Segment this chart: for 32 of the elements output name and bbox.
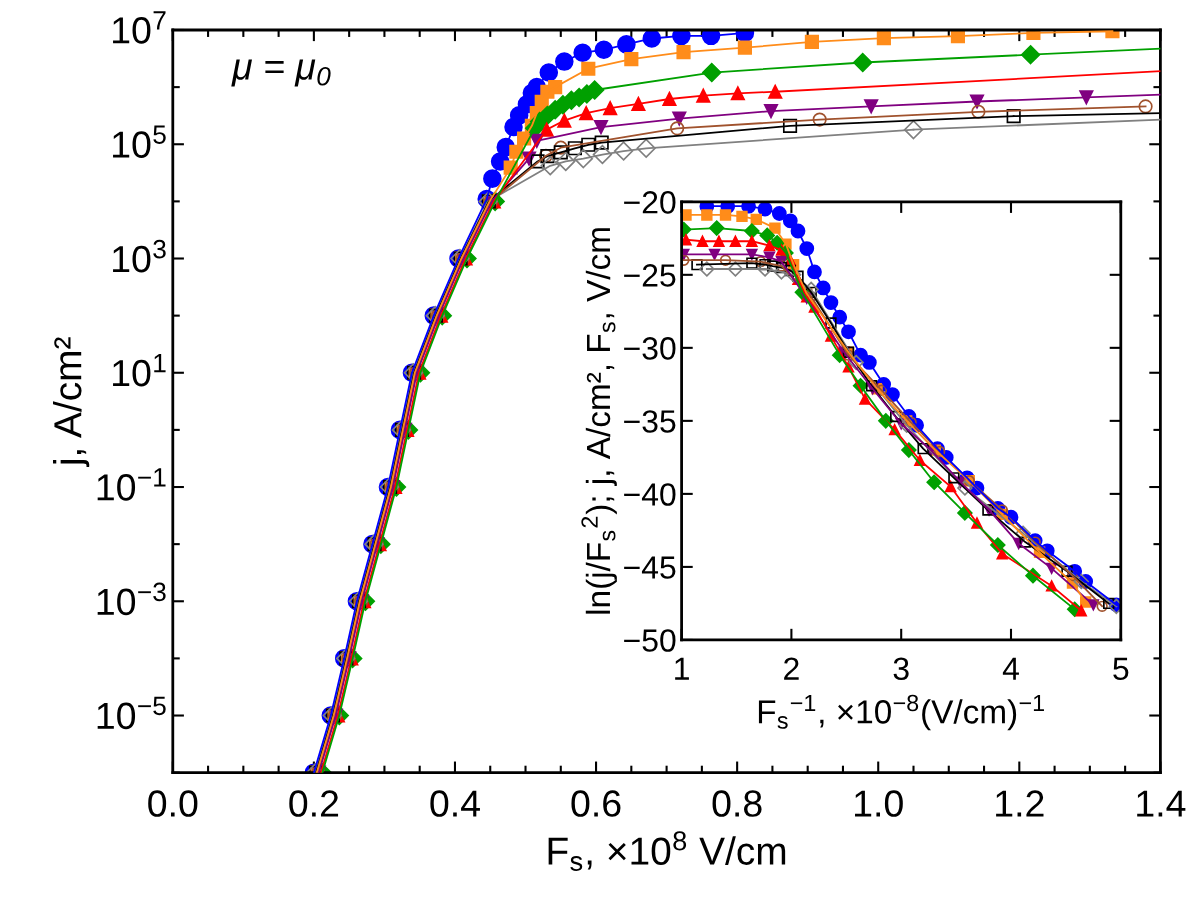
x-tick-label: 1 <box>675 657 689 680</box>
x-tick-label: 1.0 <box>855 790 903 817</box>
y-tick-label: 10$^{7}$ <box>113 11 166 44</box>
y-tick-label: −30 <box>624 337 676 360</box>
x-tick-label: 1.4 <box>1137 790 1186 817</box>
x-tick-label: 5 <box>1113 657 1129 681</box>
y-tick-label: 10$^{−3}$ <box>97 582 166 616</box>
x-tick-label: 2 <box>784 657 799 680</box>
x-tick-label: 4 <box>1002 657 1019 680</box>
y-tick-label: −50 <box>624 629 676 652</box>
y-tick-label: −40 <box>624 483 676 506</box>
y-tick-label: −35 <box>624 410 676 433</box>
x-tick-label: 1.2 <box>996 790 1044 817</box>
y-axis-title: j, A/cm² <box>53 337 90 468</box>
x-tick-label: 3 <box>893 657 909 681</box>
y-tick-label: −25 <box>624 264 676 287</box>
y-tick-label: 10$^{5}$ <box>113 125 166 158</box>
x-tick-label: 0.0 <box>148 790 198 817</box>
y-tick-label: 10$^{3}$ <box>113 239 166 273</box>
x-tick-label: 0.4 <box>430 790 480 817</box>
x-axis-title: F$_{s}$, ×10$^{8}$ V/cm <box>548 831 786 871</box>
y-tick-label: 10$^{−5}$ <box>97 696 166 730</box>
y-tick-label: 10$^{−1}$ <box>97 468 166 501</box>
y-tick-label: 10$^{1}$ <box>113 354 166 387</box>
y-tick-label: −45 <box>624 556 676 579</box>
x-axis-title: F$_{s}$$^{−1}$, ×10$^{−8}$(V/cm)$^{−1}$ <box>758 694 1044 731</box>
y-axis-title: ln(j/F$_{s}$$^{2}$); j, A/cm², F$_{s}$, V/cm <box>581 228 617 614</box>
x-tick-label: 0.2 <box>289 790 339 817</box>
y-tick-label: −20 <box>624 191 676 214</box>
x-tick-label: 0.6 <box>571 790 621 817</box>
annotation: μ = μ$_{0}$ <box>231 59 331 87</box>
x-tick-label: 0.8 <box>712 790 762 817</box>
